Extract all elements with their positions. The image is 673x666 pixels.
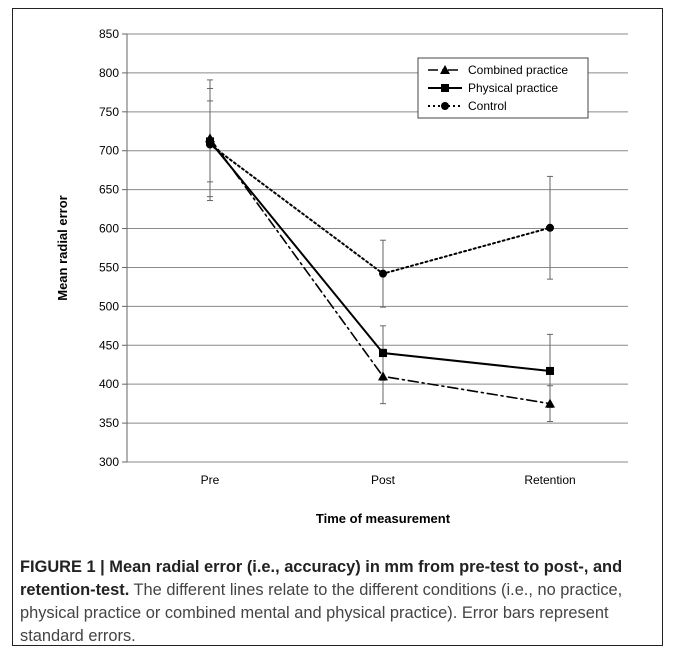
y-tick-label: 550 (99, 260, 119, 274)
y-tick-label: 750 (99, 105, 119, 119)
legend-label: Combined practice (468, 63, 568, 77)
caption-label: FIGURE 1 | (20, 558, 110, 576)
marker-circle (546, 223, 554, 232)
legend: Combined practice Physical practice Contro… (417, 57, 589, 119)
y-tick-label: 350 (99, 416, 119, 430)
marker-circle (441, 102, 449, 110)
marker-triangle (545, 398, 555, 408)
y-tick-label: 600 (99, 222, 119, 236)
y-tick-label: 400 (99, 377, 119, 391)
y-tick-label: 800 (99, 66, 119, 80)
marker-triangle (440, 65, 450, 74)
caption-text: The different lines relate to the differ… (20, 581, 623, 645)
x-tick-label: Post (371, 473, 396, 487)
y-tick-label: 500 (99, 299, 119, 313)
y-tick-label: 850 (99, 27, 119, 41)
y-tick-label: 700 (99, 144, 119, 158)
marker-square (546, 366, 554, 375)
figure-caption: FIGURE 1 | Mean radial error (i.e., accu… (20, 556, 660, 648)
marker-circle (379, 269, 387, 278)
series-line-physical-practice (209, 140, 551, 372)
marker-square (441, 84, 449, 92)
x-tick-label: Pre (201, 473, 220, 487)
series-layer (205, 79, 555, 423)
legend-label: Control (468, 99, 507, 113)
y-axis: 300 350 400 450 500 550 600 650 700 750 800 850 (99, 27, 128, 469)
y-axis-title: Mean radial error (55, 195, 70, 301)
caption-title: Mean radial error (i.e., accuracy) in mm… (20, 558, 623, 599)
y-tick-label: 450 (99, 338, 119, 352)
x-axis-title: Time of measurement (316, 511, 451, 526)
marker-triangle (378, 371, 388, 381)
y-tick-label: 650 (99, 183, 119, 197)
marker-square (379, 349, 387, 358)
x-axis: Pre Post Retention (201, 473, 576, 487)
y-tick-label: 300 (99, 455, 119, 469)
legend-label: Physical practice (468, 81, 558, 95)
x-tick-label: Retention (524, 473, 575, 487)
marker-circle (206, 140, 214, 149)
